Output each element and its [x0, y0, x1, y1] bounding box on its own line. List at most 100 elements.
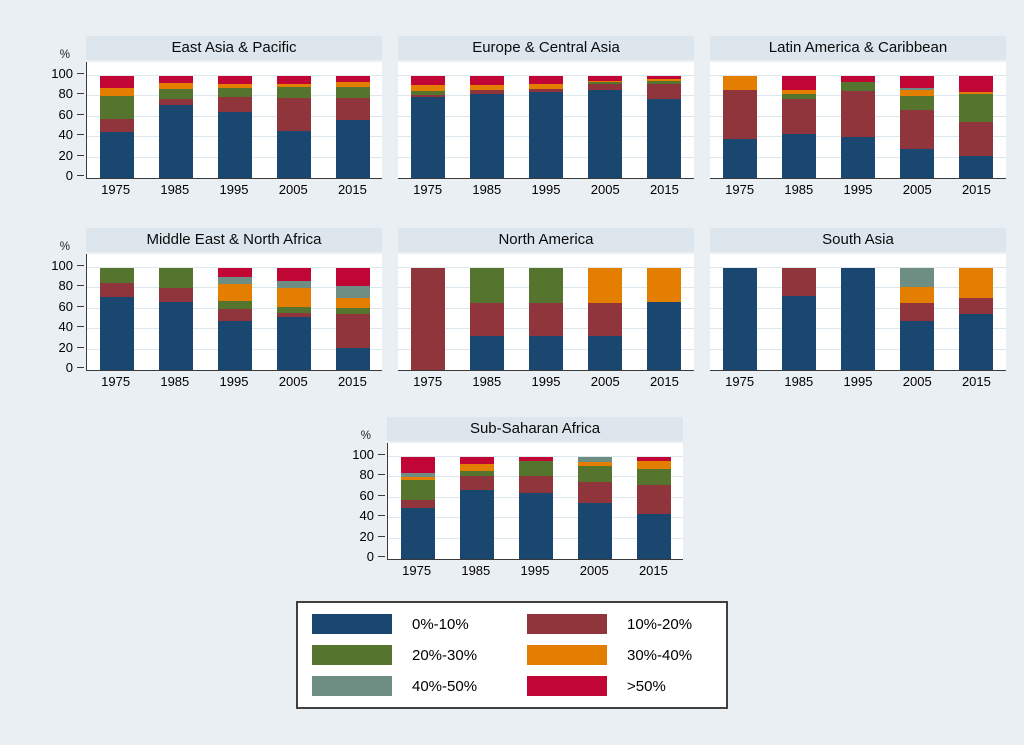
- bar-segment-5: [647, 76, 682, 80]
- bar-segment-0: [588, 90, 623, 178]
- x-tick-label: 1975: [413, 182, 443, 197]
- bar-segment-2: [647, 81, 682, 85]
- y-tick-mark: [378, 474, 385, 476]
- legend-item: 0%-10%: [308, 614, 523, 634]
- y-tick-label: 80: [359, 467, 374, 483]
- bar-segment-3: [647, 268, 682, 302]
- bar-segment-2: [158, 268, 193, 289]
- bar-segment-1: [469, 302, 504, 337]
- legend-label: 10%-20%: [627, 615, 693, 633]
- bar-segment-3: [276, 84, 311, 88]
- bar-segment-2: [577, 466, 612, 482]
- x-tick-label: 2005: [902, 374, 932, 389]
- x-tick-label: 1995: [219, 182, 249, 197]
- bar-segment-3: [959, 268, 994, 298]
- bar-segment-0: [528, 92, 563, 178]
- bar-segment-1: [400, 499, 435, 508]
- chart-panel: % 0 20 40 60 80 100 Middle East & North Africa 1…: [40, 228, 382, 396]
- bar-segment-5: [158, 76, 193, 84]
- bar-segment-0: [900, 149, 935, 178]
- bar-segment-0: [900, 321, 935, 370]
- gridline: [398, 267, 694, 268]
- y-tick-mark: [77, 154, 84, 156]
- legend-swatch: [527, 614, 607, 634]
- x-tick-label: 1995: [531, 182, 561, 197]
- bar-2005: [276, 268, 311, 370]
- bar-segment-3: [781, 90, 816, 95]
- bar-segment-5: [217, 76, 252, 85]
- x-tick-label: 1985: [160, 182, 190, 197]
- bar-segment-5: [400, 457, 435, 474]
- bar-segment-1: [781, 268, 816, 296]
- bar-segment-0: [99, 132, 134, 178]
- bar-segment-4: [400, 473, 435, 478]
- plot-area: [86, 254, 382, 371]
- bar-segment-1: [900, 109, 935, 150]
- panel-title: South Asia: [710, 228, 1006, 252]
- bar-segment-1: [335, 313, 370, 348]
- bar-segment-2: [636, 469, 671, 485]
- bar-segment-5: [781, 76, 816, 91]
- plot-area: [710, 254, 1006, 371]
- y-tick-label: 100: [352, 447, 374, 462]
- bar-segment-3: [636, 461, 671, 470]
- panel-title: East Asia & Pacific: [86, 36, 382, 60]
- bar-segment-0: [410, 97, 445, 178]
- y-tick-mark: [77, 305, 84, 307]
- bar-segment-2: [99, 96, 134, 119]
- legend-swatch: [312, 614, 392, 634]
- bar-segment-3: [647, 79, 682, 82]
- bar-segment-3: [469, 85, 504, 91]
- x-tick-label: 1975: [101, 374, 131, 389]
- bar-segment-3: [217, 84, 252, 89]
- bar-1985: [469, 76, 504, 178]
- bar-segment-0: [217, 321, 252, 370]
- bar-segment-5: [99, 76, 134, 89]
- x-tick-label: 1975: [101, 182, 131, 197]
- bar-segment-5: [528, 76, 563, 85]
- panel-main: Middle East & North Africa 1975 1985 1995 20…: [86, 228, 382, 396]
- x-tick-label: 2005: [278, 374, 308, 389]
- bar-segment-1: [647, 84, 682, 100]
- y-tick-mark: [378, 454, 385, 455]
- bar-segment-1: [459, 476, 494, 490]
- bar-2005: [577, 457, 612, 559]
- gridline: [710, 267, 1006, 268]
- legend-swatch: [527, 676, 607, 696]
- bar-segment-2: [99, 268, 134, 284]
- bar-segment-0: [781, 134, 816, 178]
- bar-segment-0: [217, 111, 252, 178]
- bar-2005: [900, 76, 935, 178]
- bar-segment-3: [335, 297, 370, 308]
- bar-segment-3: [588, 268, 623, 303]
- panel-title: Middle East & North Africa: [86, 228, 382, 252]
- bar-segment-3: [410, 85, 445, 92]
- legend-swatch: [312, 645, 392, 665]
- bar-segment-2: [410, 91, 445, 96]
- bar-segment-5: [335, 268, 370, 287]
- bars: [388, 443, 683, 559]
- x-tick-label: 2005: [590, 182, 620, 197]
- x-axis-labels: 1975 1985 1995 2005 2015: [387, 560, 683, 585]
- y-tick-mark: [378, 556, 385, 557]
- bar-2015: [959, 268, 994, 370]
- bar-segment-2: [276, 87, 311, 99]
- bar-segment-2: [276, 306, 311, 313]
- bar-1975: [99, 268, 134, 370]
- panel-main: East Asia & Pacific 1975 1985 1995 2005 2015: [86, 36, 382, 204]
- bar-segment-0: [647, 301, 682, 370]
- panel-title: North America: [398, 228, 694, 252]
- bar-segment-0: [99, 296, 134, 370]
- bar-segment-4: [900, 268, 935, 288]
- panel-row-2: % 0 20 40 60 80 100 Middle East & North Africa 1…: [40, 228, 1024, 396]
- panel-main: North America 1975 1985 1995 2005 2015: [398, 228, 694, 396]
- bar-1995: [840, 268, 875, 370]
- bar-segment-3: [158, 83, 193, 90]
- bar-segment-0: [158, 301, 193, 370]
- legend-label: >50%: [627, 677, 666, 695]
- bar-segment-1: [959, 297, 994, 314]
- x-axis-labels: 1975 1985 1995 2005 2015: [398, 179, 694, 204]
- y-tick-mark: [77, 134, 84, 136]
- bar-segment-2: [400, 480, 435, 500]
